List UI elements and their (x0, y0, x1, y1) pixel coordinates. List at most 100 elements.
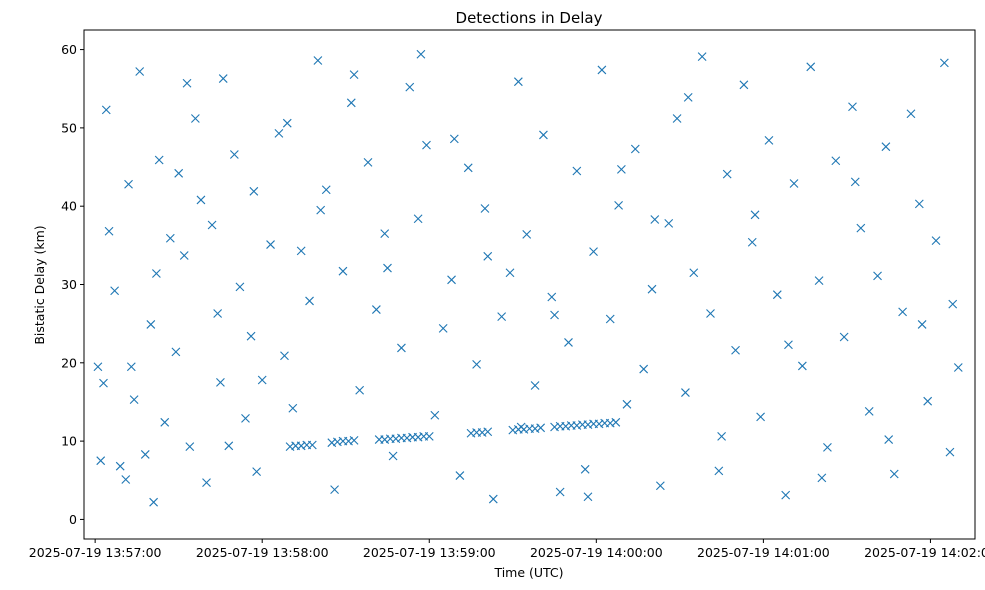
data-point (313, 56, 323, 65)
data-point (296, 246, 306, 256)
data-point (190, 114, 200, 123)
y-axis: 0 10 20 30 40 50 60 (61, 42, 84, 527)
data-point (953, 363, 963, 372)
data-point (697, 52, 707, 62)
y-tick-label: 30 (61, 277, 77, 292)
y-tick-label: 60 (61, 42, 77, 57)
data-point (914, 199, 924, 209)
data-point (171, 347, 181, 357)
data-point (747, 237, 757, 247)
data-point (316, 205, 326, 215)
data-point (597, 65, 607, 75)
data-point (280, 351, 289, 361)
data-point (216, 377, 225, 387)
data-point (814, 276, 824, 285)
data-point (513, 77, 523, 87)
data-point (266, 240, 275, 249)
data-point (463, 163, 473, 173)
data-point (241, 414, 250, 423)
data-point (338, 266, 348, 276)
data-point (550, 310, 559, 320)
data-point (750, 210, 760, 220)
data-point (530, 381, 540, 390)
data-point (789, 179, 799, 188)
data-point (483, 251, 493, 261)
data-point (274, 128, 284, 138)
data-point (416, 49, 426, 59)
data-point (196, 195, 206, 205)
data-point (355, 385, 365, 395)
x-tick-label: 2025-07-19 13:59:00 (363, 545, 496, 560)
data-point (202, 478, 211, 488)
data-point (154, 155, 164, 165)
data-point (856, 223, 866, 233)
data-point (165, 233, 175, 243)
data-point (772, 290, 782, 300)
data-point (229, 150, 239, 159)
data-point (185, 442, 195, 451)
y-tick-label: 50 (61, 120, 77, 135)
data-point (99, 378, 108, 388)
data-point (349, 435, 359, 445)
data-point (864, 406, 874, 416)
data-point (455, 471, 465, 480)
data-point (146, 320, 156, 329)
data-point (939, 58, 949, 68)
data-point (731, 345, 740, 355)
data-point (605, 314, 615, 324)
data-point (945, 447, 955, 457)
data-point (917, 320, 927, 329)
data-point (622, 399, 632, 409)
data-point (430, 410, 440, 420)
y-tick-label: 0 (69, 512, 77, 527)
data-point (781, 490, 791, 500)
chart-title: Detections in Delay (456, 9, 603, 27)
data-point (307, 440, 317, 450)
x-tick-label: 2025-07-19 14:02:00 (864, 545, 985, 560)
data-point (371, 305, 381, 314)
data-point (873, 271, 882, 281)
x-tick-label: 2025-07-19 13:57:00 (29, 545, 162, 560)
data-point (472, 359, 481, 369)
data-point (447, 275, 456, 285)
data-point (722, 169, 732, 179)
data-point (580, 464, 590, 474)
data-point (182, 78, 192, 88)
data-point (449, 134, 459, 144)
x-tick-label: 2025-07-19 14:01:00 (697, 545, 830, 560)
data-point (224, 441, 234, 451)
data-point (555, 487, 565, 497)
data-point (104, 226, 114, 236)
data-point (363, 157, 373, 167)
data-point (288, 403, 298, 413)
data-point (321, 185, 331, 195)
data-point (124, 179, 133, 189)
data-point (683, 92, 693, 102)
data-point (848, 102, 857, 112)
data-point (129, 395, 139, 405)
data-point (257, 375, 267, 385)
data-point (305, 296, 314, 306)
data-point (706, 309, 715, 318)
data-point (397, 343, 406, 353)
data-point (249, 186, 259, 196)
data-point (405, 82, 415, 92)
data-point (96, 456, 106, 466)
x-axis: 2025-07-19 13:57:00 2025-07-19 13:58:00 20… (29, 539, 985, 560)
data-point (948, 299, 958, 309)
data-point (480, 204, 490, 213)
data-point (717, 432, 727, 441)
data-point (564, 338, 573, 347)
data-point (547, 292, 557, 302)
data-point (817, 473, 827, 483)
data-point (235, 282, 245, 292)
data-point (179, 251, 189, 260)
data-point (140, 450, 150, 459)
data-point (252, 467, 262, 477)
data-point (497, 312, 507, 321)
data-point (93, 362, 103, 372)
data-point (424, 432, 434, 441)
data-point (483, 427, 493, 437)
